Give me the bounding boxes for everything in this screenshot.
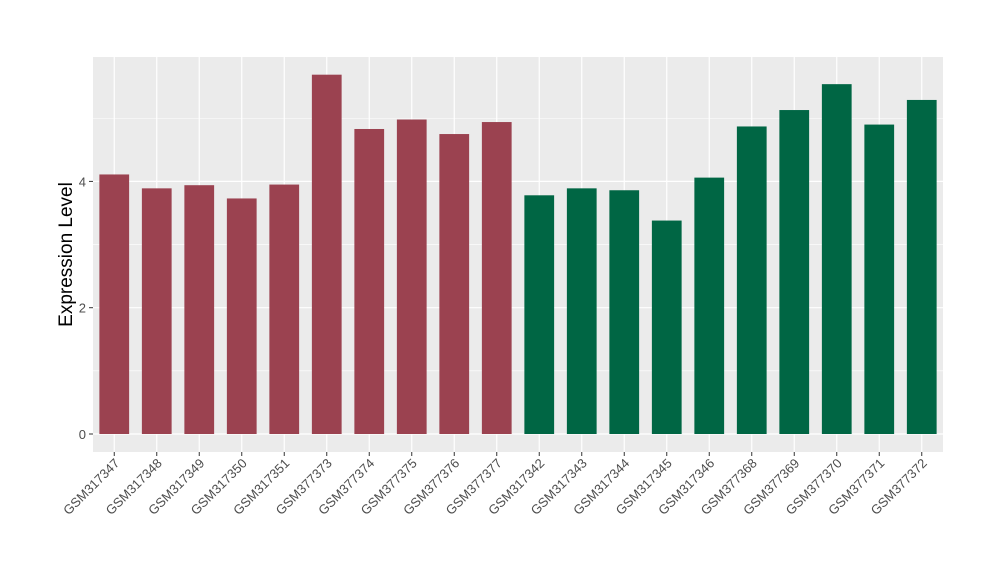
y-tick-label: 2 [79, 301, 86, 316]
bar-GSM317350 [226, 198, 257, 435]
bar-GSM377371 [864, 124, 895, 435]
bar-GSM377377 [481, 122, 512, 435]
bar-GSM377375 [396, 119, 427, 435]
plot-panel [93, 57, 943, 452]
bar-GSM317348 [141, 188, 172, 435]
bar-GSM317347 [99, 174, 130, 435]
bar-GSM377368 [736, 126, 767, 435]
bar-GSM317343 [566, 188, 597, 435]
y-tick-label: 0 [79, 427, 86, 442]
bar-GSM317351 [269, 184, 300, 435]
bar-GSM317344 [609, 190, 640, 435]
y-tick-label: 4 [79, 174, 86, 189]
bar-GSM377372 [906, 99, 937, 435]
bar-GSM317345 [651, 220, 682, 435]
y-axis-label: Expression Level [56, 182, 77, 327]
bar-GSM377376 [439, 134, 470, 435]
bar-GSM317342 [524, 195, 555, 435]
bar-GSM377374 [354, 128, 385, 435]
bar-GSM377370 [821, 84, 852, 435]
bar-GSM317349 [184, 185, 215, 435]
bar-GSM377373 [311, 74, 342, 435]
bar-GSM317346 [694, 177, 725, 435]
bar-GSM377369 [779, 110, 810, 435]
